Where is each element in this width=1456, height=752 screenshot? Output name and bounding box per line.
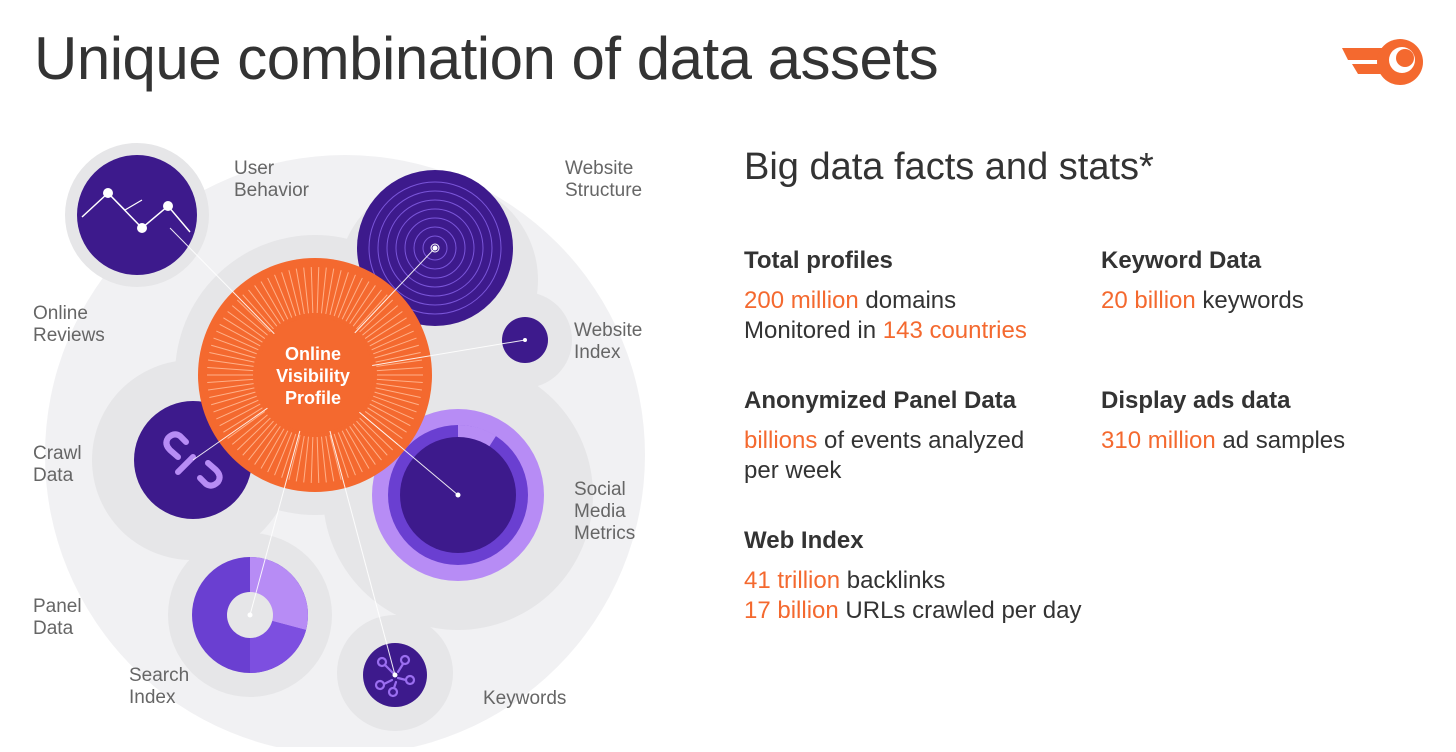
label-website-structure: Website Structure <box>565 158 643 201</box>
label-keywords: Keywords <box>483 688 567 709</box>
data-assets-diagram: Online Visibility Profile User Behavior … <box>0 120 700 752</box>
label-website-index: Website Index <box>574 320 643 363</box>
label-user-behavior: User Behavior <box>234 158 309 201</box>
stat-display-ads: Display ads data 310 million ad samples <box>1101 387 1346 455</box>
label-panel-data: Panel Data <box>33 596 82 639</box>
user-behavior-node <box>77 155 197 275</box>
stat-heading: Web Index <box>744 527 864 554</box>
label-online-reviews: Online Reviews <box>33 303 105 346</box>
center-label-line-1: Online <box>285 344 341 364</box>
diagram-graphic: Online Visibility Profile <box>45 143 645 752</box>
center-label-line-2: Visibility <box>276 366 350 386</box>
stat-heading: Total profiles <box>744 247 893 274</box>
center-label-line-3: Profile <box>285 388 341 408</box>
stat-heading: Display ads data <box>1101 387 1291 414</box>
label-social-media-metrics: Social Media Metrics <box>574 479 636 544</box>
semrush-logo-icon <box>1342 39 1423 85</box>
stat-total-profiles: Total profiles 200 million domains Monit… <box>744 247 1027 345</box>
stats-heading: Big data facts and stats* <box>744 146 1154 188</box>
page-title: Unique combination of data assets <box>34 25 939 92</box>
stat-panel-data: Anonymized Panel Data billions of events… <box>744 387 1025 485</box>
stat-heading: Keyword Data <box>1101 247 1262 274</box>
stat-heading: Anonymized Panel Data <box>744 387 1017 414</box>
stat-keyword-data: Keyword Data 20 billion keywords <box>1101 247 1304 315</box>
label-search-index: Search Index <box>129 665 190 708</box>
label-crawl-data: Crawl Data <box>33 443 82 486</box>
stat-web-index: Web Index 41 trillion backlinks 17 billi… <box>744 527 1082 625</box>
